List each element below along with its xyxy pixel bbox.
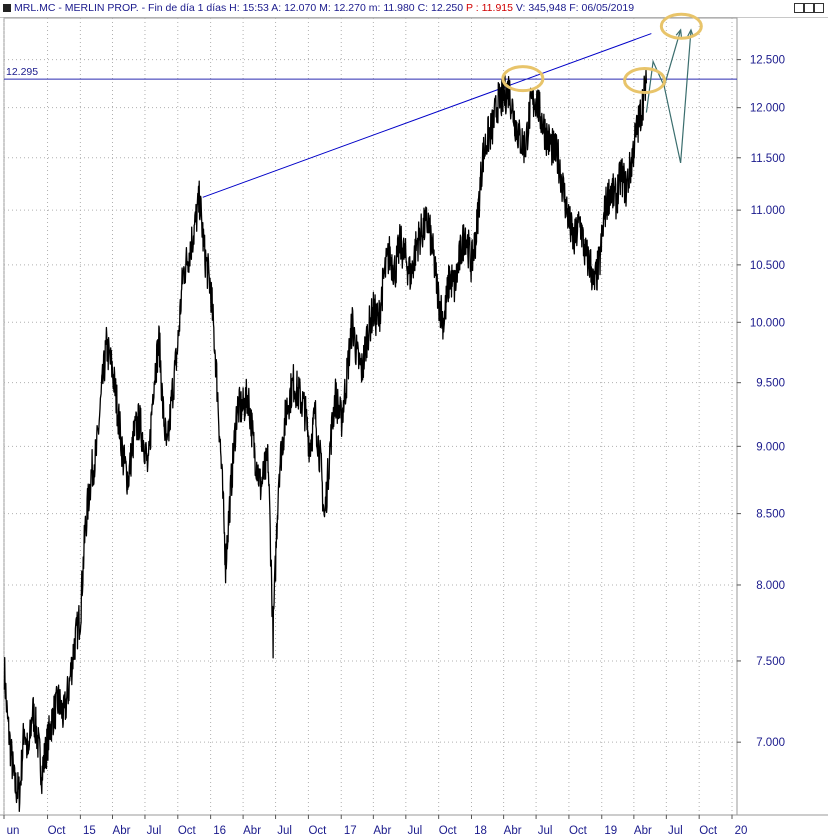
x-tick-label: Jul bbox=[538, 825, 553, 836]
x-tick-label: Jul bbox=[277, 825, 292, 836]
x-tick-label: Abr bbox=[504, 825, 522, 836]
y-tick-label: 11.500 bbox=[751, 153, 785, 165]
y-tick-label: 11.000 bbox=[751, 205, 785, 217]
symbol: MRL.MC bbox=[14, 2, 56, 14]
x-tick-label: 17 bbox=[344, 825, 357, 836]
price-series bbox=[3, 69, 648, 813]
x-tick-label: Jul bbox=[147, 825, 162, 836]
x-tick-label: Jul bbox=[668, 825, 683, 836]
highlight-ellipses bbox=[501, 12, 703, 95]
header-m-low: 11.980 bbox=[383, 2, 415, 14]
highlight-ellipse bbox=[623, 67, 667, 95]
highlight-ellipse bbox=[501, 65, 545, 93]
x-tick-label: 15 bbox=[83, 825, 96, 836]
header-c: 12.250 bbox=[431, 2, 464, 14]
x-tick-label: 18 bbox=[474, 825, 487, 836]
trendline-segment bbox=[202, 33, 652, 198]
resistance-line: 12.295 bbox=[4, 66, 737, 80]
x-tick-label: Abr bbox=[243, 825, 261, 836]
header-v: 345,948 bbox=[528, 2, 567, 14]
header-a: 12.070 bbox=[284, 2, 317, 14]
projection-path bbox=[645, 29, 692, 164]
arrowhead-icon bbox=[675, 28, 683, 37]
maximize-icon[interactable] bbox=[804, 3, 814, 13]
x-tick-label: Oct bbox=[439, 825, 458, 836]
y-axis: 12.500 12.000 11.500 11.000 10.500 10.000 9.50… bbox=[737, 55, 785, 749]
plot-frame bbox=[3, 17, 738, 816]
resistance-level-label: 12.295 bbox=[6, 66, 38, 78]
period: Fin de día 1 días bbox=[148, 2, 227, 14]
x-tick-label: 19 bbox=[604, 825, 617, 836]
y-tick-label: 9.000 bbox=[756, 441, 785, 453]
header-h: 15:53 bbox=[242, 2, 269, 14]
x-tick-label: Abr bbox=[373, 825, 391, 836]
instrument-name: MERLIN PROP. bbox=[64, 2, 139, 14]
trendline bbox=[202, 33, 652, 198]
header-m-high: 12.270 bbox=[333, 2, 366, 14]
y-tick-label: 12.000 bbox=[750, 103, 785, 115]
x-tick-label: Oct bbox=[178, 825, 197, 836]
x-tick-label: 16 bbox=[213, 825, 226, 836]
x-axis: un Oct 15 Abr Jul Oct 16 Abr Jul Oct 17 Abr Jul Oct 18… bbox=[0, 814, 828, 836]
y-tick-label: 9.500 bbox=[756, 378, 785, 390]
header-p: P : 11.915 bbox=[466, 2, 513, 14]
x-tick-label: Oct bbox=[569, 825, 588, 836]
y-tick-label: 10.000 bbox=[750, 317, 785, 329]
highlight-ellipse bbox=[659, 12, 703, 40]
minimize-icon[interactable] bbox=[794, 3, 804, 13]
x-tick-label: Abr bbox=[113, 825, 131, 836]
x-tick-label: Jul bbox=[407, 825, 422, 836]
y-tick-label: 12.500 bbox=[750, 55, 785, 67]
price-line bbox=[3, 69, 648, 813]
x-tick-label: Oct bbox=[48, 825, 67, 836]
y-tick-label: 10.500 bbox=[750, 260, 785, 272]
close-icon[interactable] bbox=[814, 3, 824, 13]
x-tick-label: un bbox=[7, 825, 20, 836]
y-tick-label: 8.500 bbox=[756, 509, 785, 521]
header-f: 06/05/2019 bbox=[581, 2, 635, 14]
x-tick-label: Oct bbox=[699, 825, 718, 836]
x-tick-label: Abr bbox=[634, 825, 652, 836]
arrowhead-icon bbox=[687, 28, 694, 37]
header-text: MRL.MC - MERLIN PROP. - Fin de día 1 día… bbox=[14, 2, 635, 14]
projection-arrows bbox=[645, 28, 694, 164]
x-tick-label: 20 bbox=[735, 825, 748, 836]
y-tick-label: 8.000 bbox=[756, 580, 785, 592]
title-bar: MRL.MC - MERLIN PROP. - Fin de día 1 día… bbox=[0, 0, 828, 18]
y-tick-label: 7.000 bbox=[756, 737, 785, 749]
grid bbox=[3, 17, 738, 816]
x-tick-label: Oct bbox=[308, 825, 327, 836]
symbol-marker-icon bbox=[3, 4, 11, 12]
y-tick-label: 7.500 bbox=[756, 656, 785, 668]
